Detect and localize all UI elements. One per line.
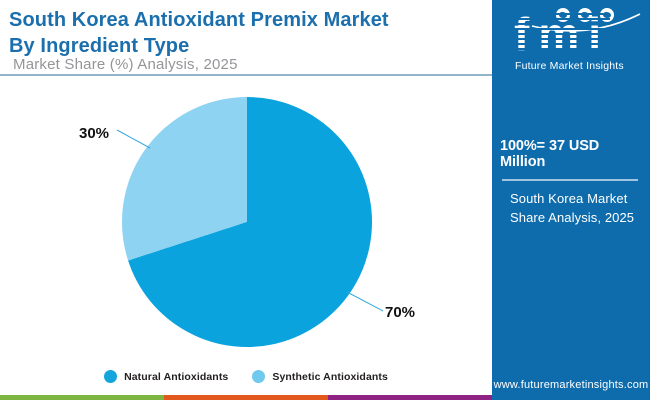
logo-wordmark: fmi <box>514 8 610 60</box>
legend-swatch <box>104 370 118 383</box>
legend-label: Synthetic Antioxidants <box>272 370 388 383</box>
footer-stripe-segment <box>164 395 328 400</box>
pie-chart <box>122 97 372 347</box>
page-title-line2: By Ingredient Type <box>9 35 190 57</box>
header-divider <box>0 74 492 76</box>
website-url: www.futuremarketinsights.com <box>493 379 649 391</box>
legend-label: Natural Antioxidants <box>124 370 229 383</box>
sidebar-divider <box>502 179 638 181</box>
main-area: South Korea Antioxidant Premix Market By… <box>0 7 492 400</box>
legend-swatch <box>252 370 266 383</box>
page-subtitle: Market Share (%) Analysis, 2025 <box>13 56 238 73</box>
page-title: South Korea Antioxidant Premix Market By… <box>9 7 479 59</box>
sidebar: fmi Future Market Insights 100%= 37 USD … <box>492 0 650 400</box>
slice-label-natural: 70% <box>385 304 416 321</box>
fmi-logo: fmi Future Market Insights <box>492 0 650 80</box>
legend-item-synthetic: Synthetic Antioxidants <box>252 370 388 383</box>
legend-item-natural: Natural Antioxidants <box>104 370 228 383</box>
chart-legend: Natural Antioxidants Synthetic Antioxida… <box>0 370 492 383</box>
footer-stripe <box>0 395 492 400</box>
slice-label-synthetic: 30% <box>79 125 110 142</box>
logo-tagline: Future Market Insights <box>515 60 624 72</box>
footer-stripe-segment <box>0 395 164 400</box>
page-title-line1: South Korea Antioxidant Premix Market <box>9 9 389 31</box>
share-analysis-text: South Korea Market Share Analysis, 2025 <box>510 191 635 225</box>
footer-stripe-segment <box>328 395 492 400</box>
market-size-stat: 100%= 37 USD Million <box>500 138 600 170</box>
